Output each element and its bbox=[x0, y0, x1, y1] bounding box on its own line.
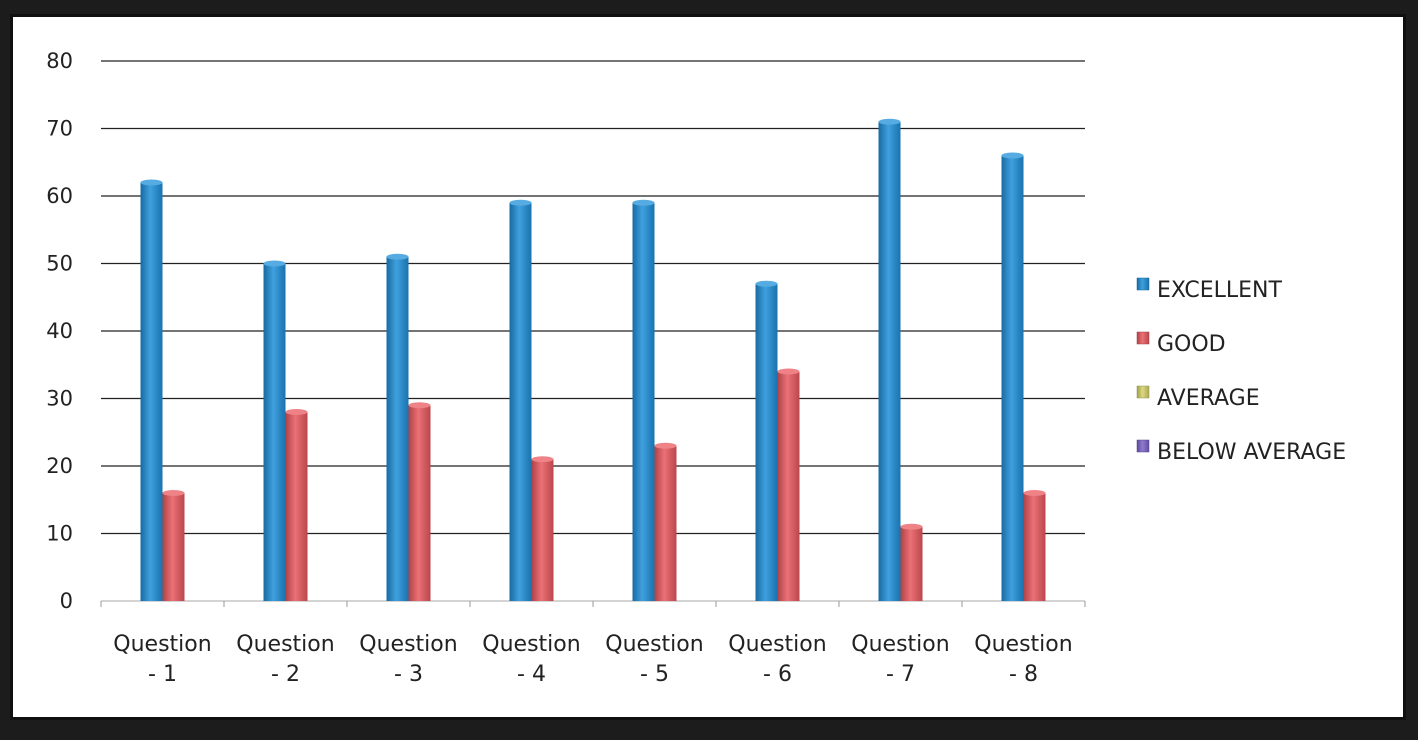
bar-excellent bbox=[878, 121, 901, 601]
bar-excellent bbox=[263, 263, 286, 601]
bar-cap bbox=[755, 280, 778, 287]
bar-cap bbox=[878, 118, 901, 125]
legend-swatch bbox=[1136, 439, 1150, 453]
bar-good bbox=[531, 459, 554, 601]
bar-good bbox=[654, 445, 677, 601]
y-axis-ticks: 0 10 20 30 40 50 60 70 80 bbox=[46, 49, 73, 613]
x-tick-label: Question - 5 bbox=[605, 632, 703, 687]
x-tick-label: Question - 4 bbox=[482, 632, 580, 687]
bar-good bbox=[285, 412, 308, 601]
bar-cap bbox=[632, 199, 655, 206]
chart-frame: 0 10 20 30 40 50 60 70 80 Question - 1 Question - 2… bbox=[10, 14, 1406, 720]
y-tick-label: 0 bbox=[60, 589, 73, 613]
x-tick-label: Question - 7 bbox=[851, 632, 949, 687]
bar-cap bbox=[162, 490, 185, 496]
bars bbox=[140, 118, 1046, 601]
legend-label: BELOW AVERAGE bbox=[1157, 440, 1346, 465]
bar-cap bbox=[1001, 152, 1024, 159]
bar-good bbox=[408, 405, 431, 601]
bar-cap bbox=[408, 402, 431, 409]
y-tick-label: 80 bbox=[46, 49, 73, 73]
bar-good bbox=[162, 493, 185, 601]
y-tick-label: 50 bbox=[46, 252, 73, 276]
bar-cap bbox=[777, 368, 800, 375]
legend: EXCELLENT GOOD AVERAGE BELOW AVERAGE bbox=[1136, 277, 1346, 465]
bar-excellent bbox=[755, 283, 778, 601]
bar-excellent bbox=[140, 182, 163, 601]
x-axis-ticks: Question - 1 Question - 2 Question - 3 Questio… bbox=[100, 601, 1086, 687]
legend-swatch bbox=[1136, 385, 1150, 399]
bar-cap bbox=[285, 409, 308, 415]
y-tick-label: 20 bbox=[46, 454, 73, 478]
bar-excellent bbox=[632, 202, 655, 601]
bar-cap bbox=[263, 260, 286, 267]
x-tick-label: Question - 3 bbox=[359, 632, 457, 687]
legend-swatch bbox=[1136, 331, 1150, 345]
bar-cap bbox=[140, 179, 163, 186]
bar-cap bbox=[654, 442, 677, 449]
legend-swatch bbox=[1136, 277, 1150, 291]
bar-cap bbox=[531, 456, 554, 463]
bar-cap bbox=[900, 523, 923, 530]
bar-good bbox=[1023, 493, 1046, 601]
y-tick-label: 30 bbox=[46, 387, 73, 411]
legend-label: EXCELLENT bbox=[1157, 278, 1283, 303]
bar-cap bbox=[386, 253, 409, 260]
bar-good bbox=[900, 526, 923, 601]
bar-chart: 0 10 20 30 40 50 60 70 80 Question - 1 Question - 2… bbox=[46, 49, 1346, 687]
bar-excellent bbox=[386, 256, 409, 601]
legend-label: AVERAGE bbox=[1157, 386, 1260, 411]
bar-excellent bbox=[509, 202, 532, 601]
x-tick-label: Question - 6 bbox=[728, 632, 826, 687]
x-tick-label: Question - 2 bbox=[236, 632, 334, 687]
gridlines bbox=[101, 60, 1085, 602]
bar-cap bbox=[509, 199, 532, 206]
y-tick-label: 10 bbox=[46, 522, 73, 546]
y-tick-label: 60 bbox=[46, 184, 73, 208]
bar-excellent bbox=[1001, 155, 1024, 601]
bar-cap bbox=[1023, 490, 1046, 496]
legend-label: GOOD bbox=[1157, 332, 1226, 357]
y-tick-label: 40 bbox=[46, 319, 73, 343]
bar-good bbox=[777, 371, 800, 601]
x-tick-label: Question - 1 bbox=[113, 632, 211, 687]
y-tick-label: 70 bbox=[46, 117, 73, 141]
x-tick-label: Question - 8 bbox=[974, 632, 1072, 687]
